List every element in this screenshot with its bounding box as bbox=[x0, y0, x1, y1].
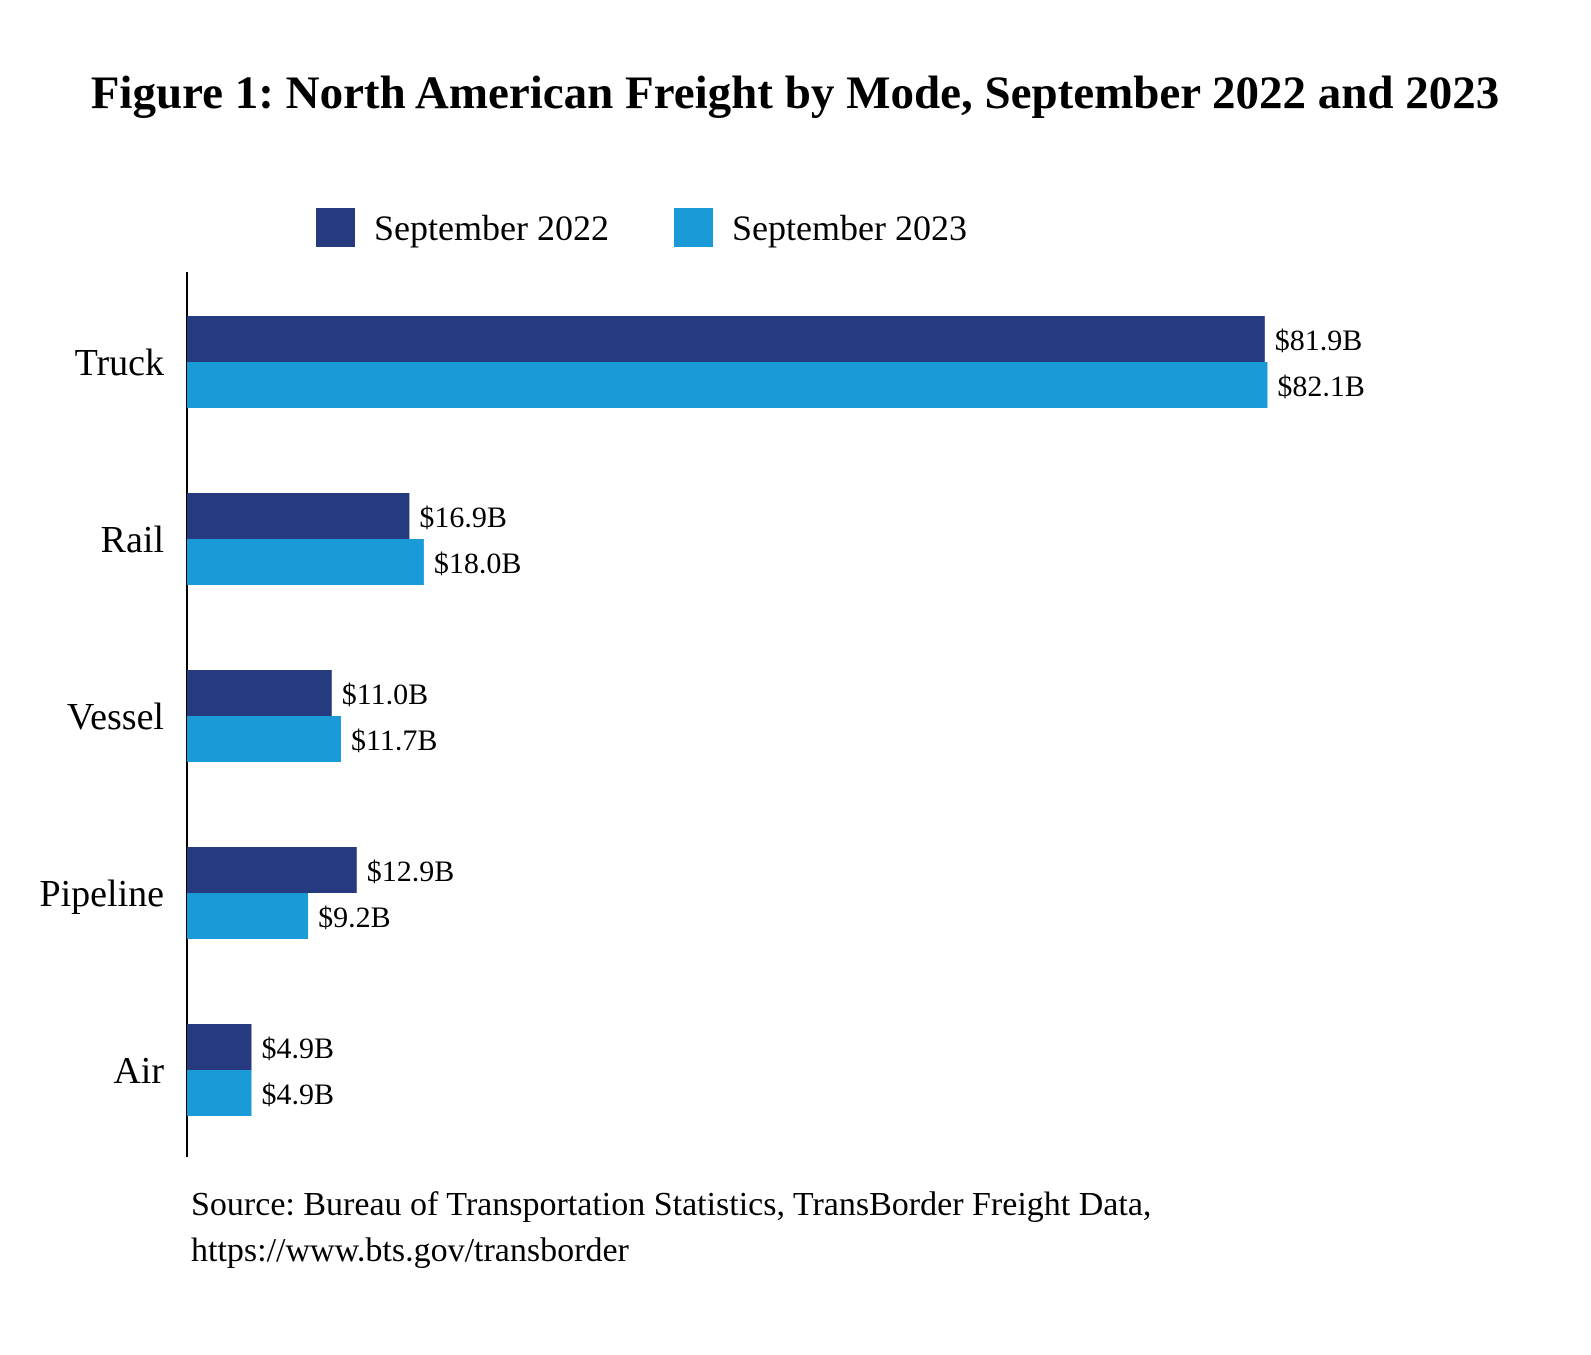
legend: September 2022 September 2023 bbox=[316, 208, 967, 248]
bars bbox=[187, 316, 1268, 1116]
value-label-pipeline-1: $12.9B bbox=[367, 855, 455, 888]
value-labels: $81.9B $82.1B $16.9B $18.0B $11.0B $11.7B $12.… bbox=[261, 324, 1364, 1111]
bar-pipeline-1 bbox=[187, 847, 357, 893]
value-label-air-1: $4.9B bbox=[261, 1032, 334, 1065]
bar-air-1 bbox=[187, 1024, 252, 1070]
bar-truck-2 bbox=[187, 362, 1268, 408]
bar-pipeline-2 bbox=[187, 893, 309, 939]
bar-vessel-2 bbox=[187, 716, 341, 762]
value-label-rail-2: $18.0B bbox=[434, 547, 522, 580]
value-label-rail-1: $16.9B bbox=[419, 501, 507, 534]
source-line-1: Source: Bureau of Transportation Statist… bbox=[191, 1186, 1152, 1223]
value-label-vessel-1: $11.0B bbox=[342, 678, 428, 711]
legend-label-1: September 2022 bbox=[374, 208, 609, 248]
source-line-2: https://www.bts.gov/transborder bbox=[191, 1232, 629, 1269]
category-label-vessel: Vessel bbox=[67, 696, 164, 738]
category-label-air: Air bbox=[113, 1050, 164, 1092]
chart-title: Figure 1: North American Freight by Mode… bbox=[91, 67, 1500, 119]
category-label-truck: Truck bbox=[75, 342, 164, 384]
value-label-pipeline-2: $9.2B bbox=[318, 901, 391, 934]
value-label-air-2: $4.9B bbox=[261, 1078, 334, 1111]
legend-swatch-2 bbox=[674, 208, 713, 247]
legend-swatch-1 bbox=[316, 208, 355, 247]
bar-vessel-1 bbox=[187, 670, 332, 716]
legend-label-2: September 2023 bbox=[732, 208, 967, 248]
category-label-rail: Rail bbox=[101, 519, 164, 561]
category-label-pipeline: Pipeline bbox=[39, 873, 164, 915]
bar-truck-1 bbox=[187, 316, 1265, 362]
bar-rail-1 bbox=[187, 493, 410, 539]
value-label-truck-1: $81.9B bbox=[1275, 324, 1363, 357]
category-labels: Truck Rail Vessel Pipeline Air bbox=[39, 342, 164, 1092]
bar-rail-2 bbox=[187, 539, 424, 585]
value-label-truck-2: $82.1B bbox=[1277, 370, 1365, 403]
value-label-vessel-2: $11.7B bbox=[351, 724, 437, 757]
bar-air-2 bbox=[187, 1070, 252, 1116]
source-note: Source: Bureau of Transportation Statist… bbox=[191, 1182, 1491, 1274]
